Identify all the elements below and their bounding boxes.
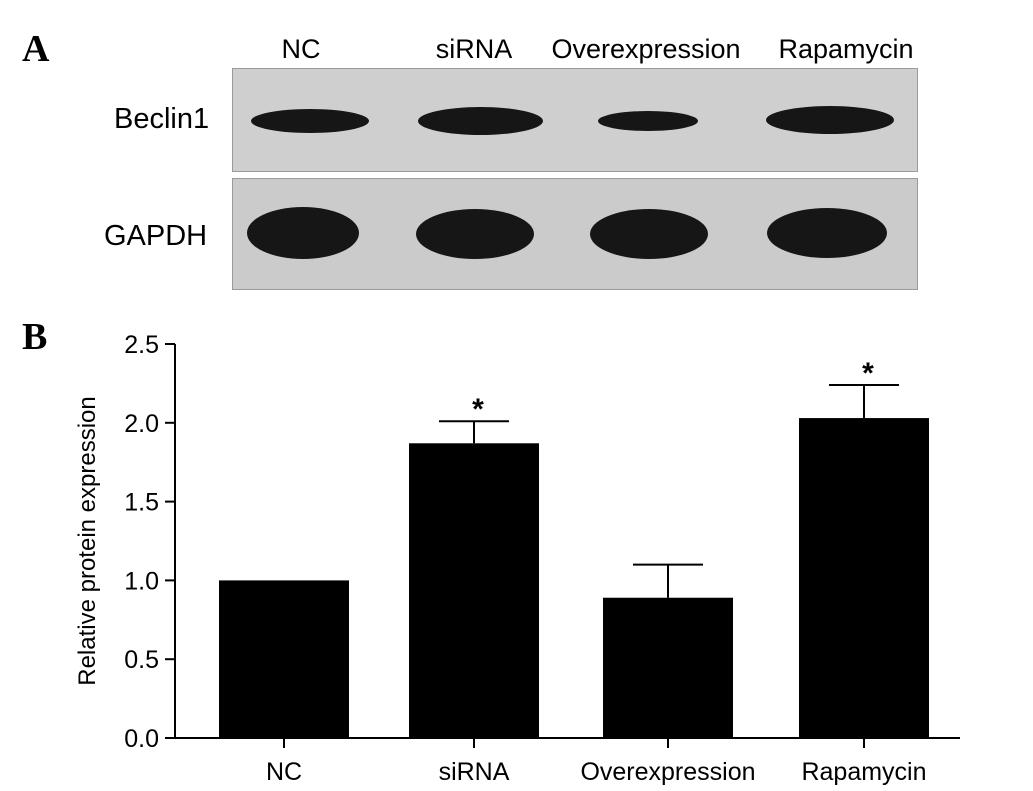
panel-b-letter: B [22, 316, 48, 358]
significance-mark: * [472, 393, 484, 426]
blot-membrane-gapdh [232, 178, 918, 290]
significance-mark: * [862, 357, 874, 390]
x-tick-label: NC [266, 758, 302, 786]
band-beclin1-overexpression [598, 111, 698, 131]
y-tick-label: 0.5 [124, 646, 159, 674]
band-beclin1-sirna [418, 107, 543, 135]
x-tick-label: Overexpression [580, 758, 755, 786]
plot-area: 0.0 0.5 1.0 1.5 2.0 2.5 NC * siRNA Overexpression… [124, 331, 960, 786]
band-gapdh-sirna [416, 209, 534, 259]
band-gapdh-rapamycin [767, 208, 887, 258]
y-axis-label: Relative protein expression [74, 396, 101, 686]
y-tick-label: 1.5 [124, 489, 159, 517]
bar-rapamycin [799, 418, 929, 738]
blot-lane-label-rapamycin: Rapamycin [778, 34, 914, 64]
band-beclin1-nc [251, 109, 369, 133]
y-tick-label: 2.5 [124, 331, 159, 359]
bar-sirna [409, 443, 539, 738]
x-tick-label: Rapamycin [801, 758, 926, 786]
blot-lane-label-sirna: siRNA [435, 34, 513, 64]
blot-row-label-gapdh: GAPDH [104, 220, 208, 252]
panel-a-letter: A [22, 28, 50, 70]
band-beclin1-rapamycin [766, 106, 894, 134]
y-tick-label: 1.0 [124, 567, 159, 595]
y-tick-label: 0.0 [124, 725, 159, 753]
bar-nc [219, 580, 349, 738]
blot-lane-label-nc: NC [281, 34, 321, 64]
band-gapdh-nc [247, 207, 359, 259]
band-gapdh-overexpression [590, 209, 708, 259]
blot-row-label-beclin1: Beclin1 [114, 103, 210, 135]
bar-overexpression [603, 597, 733, 738]
y-tick-label: 2.0 [124, 410, 159, 438]
blot-membrane-beclin1 [232, 68, 918, 172]
x-tick-label: siRNA [439, 758, 510, 786]
blot-lane-label-overexpression: Overexpression [551, 34, 741, 64]
